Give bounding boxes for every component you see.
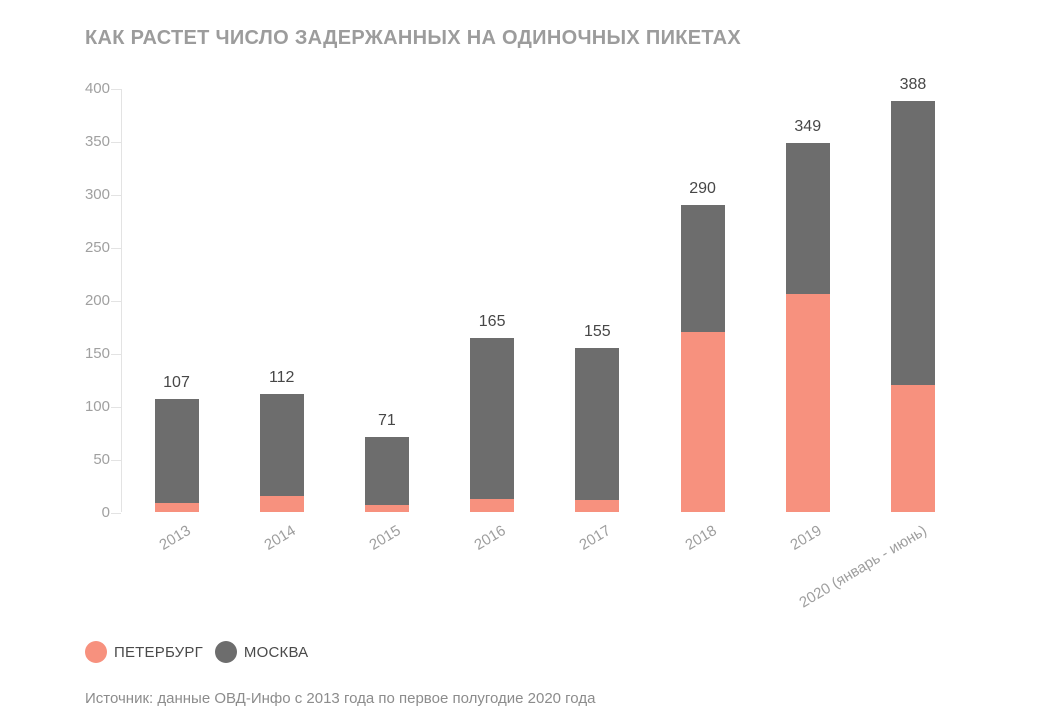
bar-2016: [470, 337, 515, 513]
bar-2013: [154, 399, 199, 513]
bar-2015: [364, 437, 409, 513]
y-tick-label: 150: [84, 344, 110, 362]
x-tick-label: 2019: [787, 521, 825, 554]
y-tick-mark: [111, 353, 121, 355]
bar-segment-petersburg: [364, 505, 409, 513]
y-tick-label: 200: [84, 291, 110, 309]
bar-total-label: 112: [268, 368, 295, 386]
bar-segment-petersburg: [470, 498, 515, 513]
y-tick-label: 250: [84, 238, 110, 256]
legend: ПЕТЕРБУРГ МОСКВА: [85, 641, 308, 663]
y-tick-mark: [111, 512, 121, 514]
bar-2017: [575, 348, 620, 513]
bar-segment-petersburg: [680, 332, 725, 513]
y-tick-mark: [111, 88, 121, 90]
bar-segment-petersburg: [785, 294, 830, 513]
y-tick-mark: [111, 247, 121, 249]
y-tick-label: 400: [84, 79, 110, 97]
x-tick-label: 2014: [261, 521, 299, 554]
y-tick-mark: [111, 459, 121, 461]
bar-segment-petersburg: [575, 499, 620, 513]
chart-title: КАК РАСТЕТ ЧИСЛО ЗАДЕРЖАННЫХ НА ОДИНОЧНЫ…: [85, 27, 742, 49]
y-tick-mark: [111, 194, 121, 196]
x-tick-label: 2015: [366, 521, 404, 554]
x-tick-label: 2018: [681, 521, 720, 554]
x-tick-label: 2020 (январь - июнь): [796, 521, 930, 611]
legend-label-moscow: МОСКВА: [243, 643, 309, 661]
x-tick-label: 2016: [471, 521, 509, 554]
bar-segment-moscow: [470, 337, 515, 499]
y-tick-mark: [111, 300, 121, 302]
y-tick-mark: [111, 406, 121, 408]
source-note: Источник: данные ОВД-Инфо с 2013 года по…: [85, 690, 596, 707]
y-axis-line: [121, 88, 122, 513]
bar-total-label: 388: [899, 76, 927, 94]
y-tick-label: 350: [84, 132, 110, 150]
bar-total-label: 155: [583, 323, 611, 341]
x-tick-label: 2013: [155, 521, 194, 554]
bar-total-label: 107: [163, 374, 190, 392]
bar-2020: [890, 101, 935, 513]
bar-segment-moscow: [575, 348, 620, 500]
bar-total-label: 71: [378, 412, 396, 430]
y-tick-label: 50: [93, 450, 110, 468]
y-tick-label: 300: [84, 185, 110, 203]
bar-2019: [785, 142, 830, 513]
bar-2018: [680, 205, 725, 513]
legend-swatch-moscow: [214, 641, 237, 663]
bar-segment-petersburg: [154, 502, 199, 513]
bar-segment-moscow: [259, 393, 304, 496]
bar-segment-petersburg: [890, 385, 935, 513]
y-tick-mark: [111, 141, 121, 143]
legend-swatch-petersburg: [85, 641, 107, 663]
bar-segment-moscow: [364, 437, 409, 506]
bar-segment-petersburg: [259, 495, 304, 513]
bar-total-label: 165: [478, 312, 506, 330]
bar-2014: [259, 393, 304, 513]
bar-segment-moscow: [785, 142, 830, 295]
bar-total-label: 349: [794, 117, 822, 135]
legend-label-petersburg: ПЕТЕРБУРГ: [114, 643, 203, 661]
bar-segment-moscow: [680, 205, 725, 333]
bar-segment-moscow: [890, 101, 935, 386]
bar-segment-moscow: [154, 399, 199, 503]
y-tick-label: 100: [84, 397, 110, 415]
x-tick-label: 2017: [576, 521, 615, 554]
bar-total-label: 290: [689, 180, 716, 198]
y-tick-label: 0: [101, 503, 110, 521]
